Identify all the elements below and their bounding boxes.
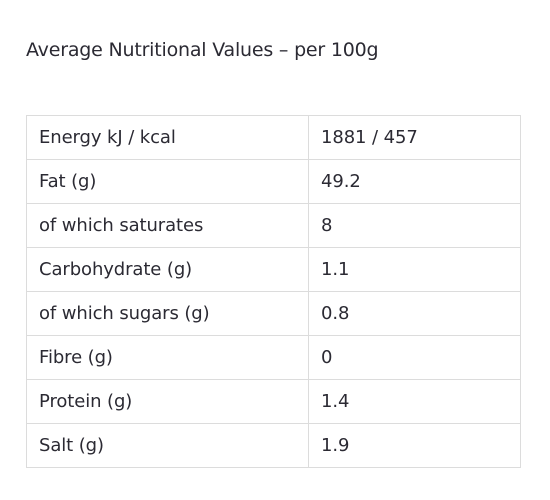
table-row-protein: Protein (g) 1.4 bbox=[26, 379, 521, 424]
table-row-fat: Fat (g) 49.2 bbox=[26, 159, 521, 204]
nutrient-value: 1.1 bbox=[308, 247, 521, 292]
table-row-saturates: of which saturates 8 bbox=[26, 203, 521, 248]
nutrient-label: Protein (g) bbox=[26, 379, 309, 424]
nutrient-label: of which sugars (g) bbox=[26, 291, 309, 336]
nutrient-label: of which saturates bbox=[26, 203, 309, 248]
nutrient-label: Carbohydrate (g) bbox=[26, 247, 309, 292]
table-row-carbohydrate: Carbohydrate (g) 1.1 bbox=[26, 247, 521, 292]
nutrient-label: Fat (g) bbox=[26, 159, 309, 204]
table-row-fibre: Fibre (g) 0 bbox=[26, 335, 521, 380]
nutrient-value: 0.8 bbox=[308, 291, 521, 336]
nutrient-label: Fibre (g) bbox=[26, 335, 309, 380]
nutrient-value: 8 bbox=[308, 203, 521, 248]
nutrient-value: 1.9 bbox=[308, 423, 521, 468]
nutrient-value: 1881 / 457 bbox=[308, 115, 521, 160]
nutrient-value: 0 bbox=[308, 335, 521, 380]
nutrition-heading: Average Nutritional Values – per 100g bbox=[26, 39, 379, 61]
nutrient-value: 1.4 bbox=[308, 379, 521, 424]
nutrient-label: Salt (g) bbox=[26, 423, 309, 468]
table-row-salt: Salt (g) 1.9 bbox=[26, 423, 521, 468]
nutrition-table: Energy kJ / kcal 1881 / 457 Fat (g) 49.2… bbox=[26, 115, 521, 468]
nutrient-value: 49.2 bbox=[308, 159, 521, 204]
table-row-sugars: of which sugars (g) 0.8 bbox=[26, 291, 521, 336]
nutrient-label: Energy kJ / kcal bbox=[26, 115, 309, 160]
table-row-energy: Energy kJ / kcal 1881 / 457 bbox=[26, 115, 521, 160]
